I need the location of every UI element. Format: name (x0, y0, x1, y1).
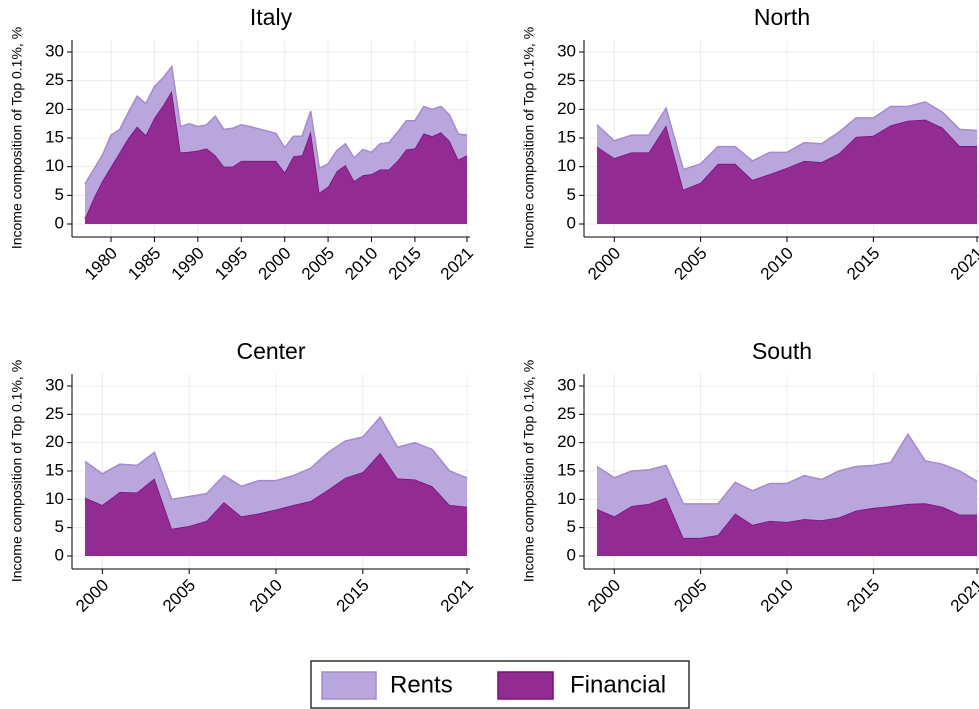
x-tick-label: 2015 (385, 244, 425, 284)
y-tick-label: 25 (45, 404, 64, 423)
x-tick-label: 2010 (246, 576, 286, 616)
y-tick-label: 20 (557, 99, 576, 118)
panel-title: Center (236, 338, 305, 364)
legend-swatch (497, 671, 554, 700)
y-tick-label: 30 (45, 41, 64, 60)
area (85, 66, 467, 219)
x-tick-label: 2021 (437, 576, 477, 616)
y-tick-label: 10 (557, 489, 576, 508)
x-tick-label: 2005 (298, 244, 338, 284)
area (85, 452, 467, 556)
x-tick-label: 2000 (254, 244, 294, 284)
y-tick-label: 5 (567, 517, 576, 536)
area (85, 90, 467, 224)
y-tick-label: 5 (567, 185, 576, 204)
y-tick-label: 15 (557, 460, 576, 479)
x-tick-label: 2000 (584, 576, 624, 616)
x-tick-label: 1980 (81, 244, 121, 284)
y-tick-label: 30 (45, 375, 64, 394)
x-tick-label: 1995 (211, 244, 251, 284)
y-tick-label: 15 (557, 127, 576, 146)
y-axis-label: Income composition of Top 0.1%, % (521, 27, 537, 249)
y-tick-label: 20 (45, 99, 64, 118)
y-axis-label: Income composition of Top 0.1%, % (521, 360, 537, 582)
y-tick-label: 25 (557, 70, 576, 89)
x-tick-label: 2005 (670, 244, 710, 284)
x-tick-label: 2000 (72, 576, 112, 616)
x-tick-label: 2015 (333, 576, 373, 616)
panel-title: South (752, 338, 812, 364)
y-tick-label: 30 (557, 41, 576, 60)
x-tick-label: 2015 (843, 576, 883, 616)
y-tick-label: 0 (55, 213, 64, 232)
y-axis-label: Income composition of Top 0.1%, % (9, 360, 25, 582)
x-tick-label: 2021 (437, 244, 477, 284)
x-tick-label: 2021 (947, 576, 979, 616)
y-tick-label: 30 (557, 375, 576, 394)
panel-title: North (754, 4, 810, 30)
area-outline (84, 64, 468, 185)
y-tick-label: 20 (45, 432, 64, 451)
y-tick-label: 10 (45, 156, 64, 175)
area-outline (84, 415, 468, 501)
area (597, 119, 977, 224)
x-tick-label: 2000 (584, 244, 624, 284)
y-tick-label: 15 (45, 127, 64, 146)
area-outline (596, 101, 978, 171)
legend-label: Financial (570, 671, 666, 698)
x-tick-label: 1990 (168, 244, 208, 284)
y-tick-label: 5 (55, 185, 64, 204)
y-tick-label: 10 (557, 156, 576, 175)
x-tick-label: 2021 (947, 244, 979, 284)
y-tick-label: 0 (55, 545, 64, 564)
y-tick-label: 25 (45, 70, 64, 89)
legend-label: Rents (390, 671, 453, 698)
panel-title: Italy (250, 4, 293, 30)
x-tick-label: 2010 (757, 244, 797, 284)
area (597, 497, 977, 556)
x-tick-label: 2010 (341, 244, 381, 284)
x-tick-label: 2010 (757, 576, 797, 616)
area-outline (596, 432, 978, 505)
area (597, 101, 977, 190)
x-tick-label: 1985 (124, 244, 164, 284)
y-tick-label: 0 (567, 545, 576, 564)
legend-swatch (321, 671, 377, 700)
y-axis-label: Income composition of Top 0.1%, % (9, 27, 25, 249)
y-tick-label: 0 (567, 213, 576, 232)
x-tick-label: 2015 (843, 244, 883, 284)
y-tick-label: 5 (55, 517, 64, 536)
y-tick-label: 25 (557, 404, 576, 423)
y-tick-label: 15 (45, 460, 64, 479)
area (597, 434, 977, 538)
y-tick-label: 20 (557, 432, 576, 451)
x-tick-label: 2005 (159, 576, 199, 616)
x-tick-label: 2005 (670, 576, 710, 616)
y-tick-label: 10 (45, 489, 64, 508)
area (85, 417, 467, 529)
